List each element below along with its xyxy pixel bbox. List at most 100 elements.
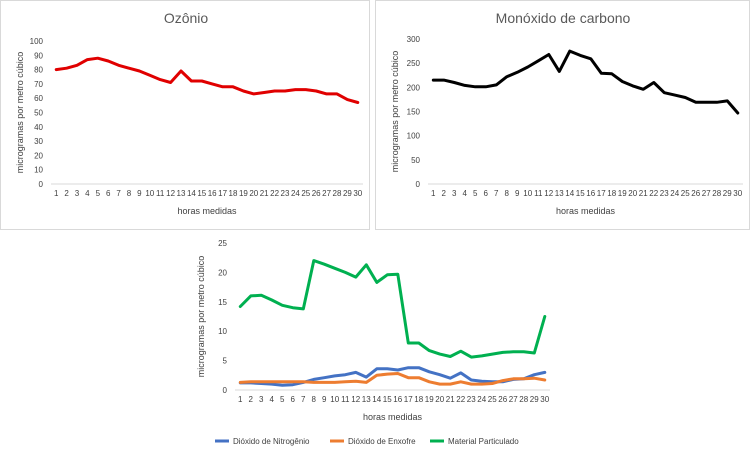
data-point <box>485 86 487 88</box>
data-point <box>355 276 357 278</box>
y-axis-title: microgramas por metro cúbico <box>196 256 206 378</box>
x-tick-label: 27 <box>509 395 518 404</box>
x-axis-title: horas medidas <box>363 412 423 422</box>
data-point <box>315 90 318 92</box>
x-tick-label: 22 <box>456 395 465 404</box>
data-point <box>313 381 315 384</box>
data-point <box>407 366 410 369</box>
series-line <box>238 372 547 386</box>
data-point <box>600 72 603 75</box>
data-point <box>386 274 389 276</box>
x-tick-label: 4 <box>85 189 90 198</box>
series-co <box>431 49 740 115</box>
data-point <box>376 368 378 370</box>
data-point <box>516 71 519 74</box>
x-tick-label: 20 <box>435 395 444 404</box>
data-point <box>76 64 78 67</box>
legend-label: Material Particulado <box>448 437 519 446</box>
data-point <box>355 371 357 374</box>
x-tick-label: 21 <box>639 189 648 198</box>
data-point <box>128 67 130 69</box>
x-tick-label: 21 <box>260 189 269 198</box>
x-tick-label: 8 <box>505 189 510 198</box>
x-tick-label: 19 <box>618 189 627 198</box>
x-tick-label: 13 <box>362 395 371 404</box>
x-tick-label: 10 <box>145 189 154 198</box>
data-point <box>271 381 273 383</box>
x-axis-title: horas medidas <box>556 206 616 216</box>
x-tick-label: 1 <box>54 189 59 198</box>
data-point <box>470 383 473 385</box>
x-tick-label: 25 <box>301 189 310 198</box>
x-tick-label: 25 <box>488 395 497 404</box>
data-point <box>544 315 546 318</box>
x-tick-label: 1 <box>238 395 243 404</box>
data-point <box>292 306 294 309</box>
data-point <box>281 384 284 387</box>
data-point <box>548 53 550 56</box>
x-tick-label: 27 <box>322 189 331 198</box>
data-point <box>737 112 739 114</box>
x-tick-label: 23 <box>281 189 290 198</box>
data-point <box>460 350 462 352</box>
y-tick-label: 10 <box>34 166 43 175</box>
x-tick-label: 3 <box>259 395 264 404</box>
y-tick-label: 25 <box>218 239 227 248</box>
series-di-xido-de-enxofre <box>238 372 547 386</box>
data-point <box>355 380 357 382</box>
data-point <box>502 351 504 354</box>
data-point <box>323 376 326 379</box>
x-tick-label: 12 <box>544 189 553 198</box>
data-point <box>271 299 273 301</box>
x-tick-label: 6 <box>291 395 296 404</box>
data-point <box>97 57 99 59</box>
data-point <box>344 381 347 383</box>
legend-label: Dióxido de Enxofre <box>348 437 416 446</box>
data-point <box>365 264 368 266</box>
y-tick-label: 150 <box>407 108 421 117</box>
data-point <box>211 83 213 85</box>
data-point <box>502 379 504 382</box>
y-tick-label: 60 <box>34 94 43 103</box>
data-point <box>449 383 452 385</box>
data-point <box>460 381 462 383</box>
x-tick-label: 24 <box>670 189 679 198</box>
data-point <box>481 380 483 382</box>
data-point <box>260 294 263 297</box>
y-tick-label: 20 <box>34 151 43 160</box>
y-tick-label: 250 <box>407 59 421 68</box>
x-tick-label: 3 <box>75 189 80 198</box>
data-point <box>323 381 326 384</box>
data-point <box>428 349 431 352</box>
data-point <box>250 295 252 297</box>
data-point <box>491 353 494 355</box>
x-tick-label: 29 <box>343 189 352 198</box>
data-point <box>590 58 592 60</box>
data-point <box>544 379 546 381</box>
data-point <box>242 90 245 92</box>
data-point <box>365 376 368 378</box>
x-tick-label: 14 <box>187 189 196 198</box>
x-tick-label: 24 <box>477 395 486 404</box>
x-tick-label: 28 <box>519 395 528 404</box>
x-tick-label: 19 <box>239 189 248 198</box>
ozone-chart-panel: Ozônio 0 10 20 30 40 50 60 70 80 90 100 1 2 3 4 5 6 7 8 9 10 1… <box>0 0 370 230</box>
data-point <box>292 383 294 386</box>
x-tick-label: 20 <box>249 189 258 198</box>
x-tick-label: 20 <box>628 189 637 198</box>
data-point <box>439 373 441 376</box>
x-tick-label: 16 <box>393 395 402 404</box>
y-tick-label: 100 <box>407 132 421 141</box>
x-tick-label: 30 <box>353 189 362 198</box>
x-tick-label: 18 <box>607 189 616 198</box>
data-point <box>169 81 172 84</box>
y-tick-label: 40 <box>34 123 43 132</box>
data-point <box>201 80 203 82</box>
x-tick-label: 29 <box>723 189 732 198</box>
series-line <box>54 56 360 104</box>
other-pollutants-chart-panel: 0 5 10 15 20 25 1 2 3 4 5 6 7 8 9 10 11 12 13 14 15 16 17 18 19 2… <box>190 234 560 461</box>
data-point <box>65 67 68 69</box>
x-tick-label: 10 <box>330 395 339 404</box>
data-point <box>474 86 477 88</box>
